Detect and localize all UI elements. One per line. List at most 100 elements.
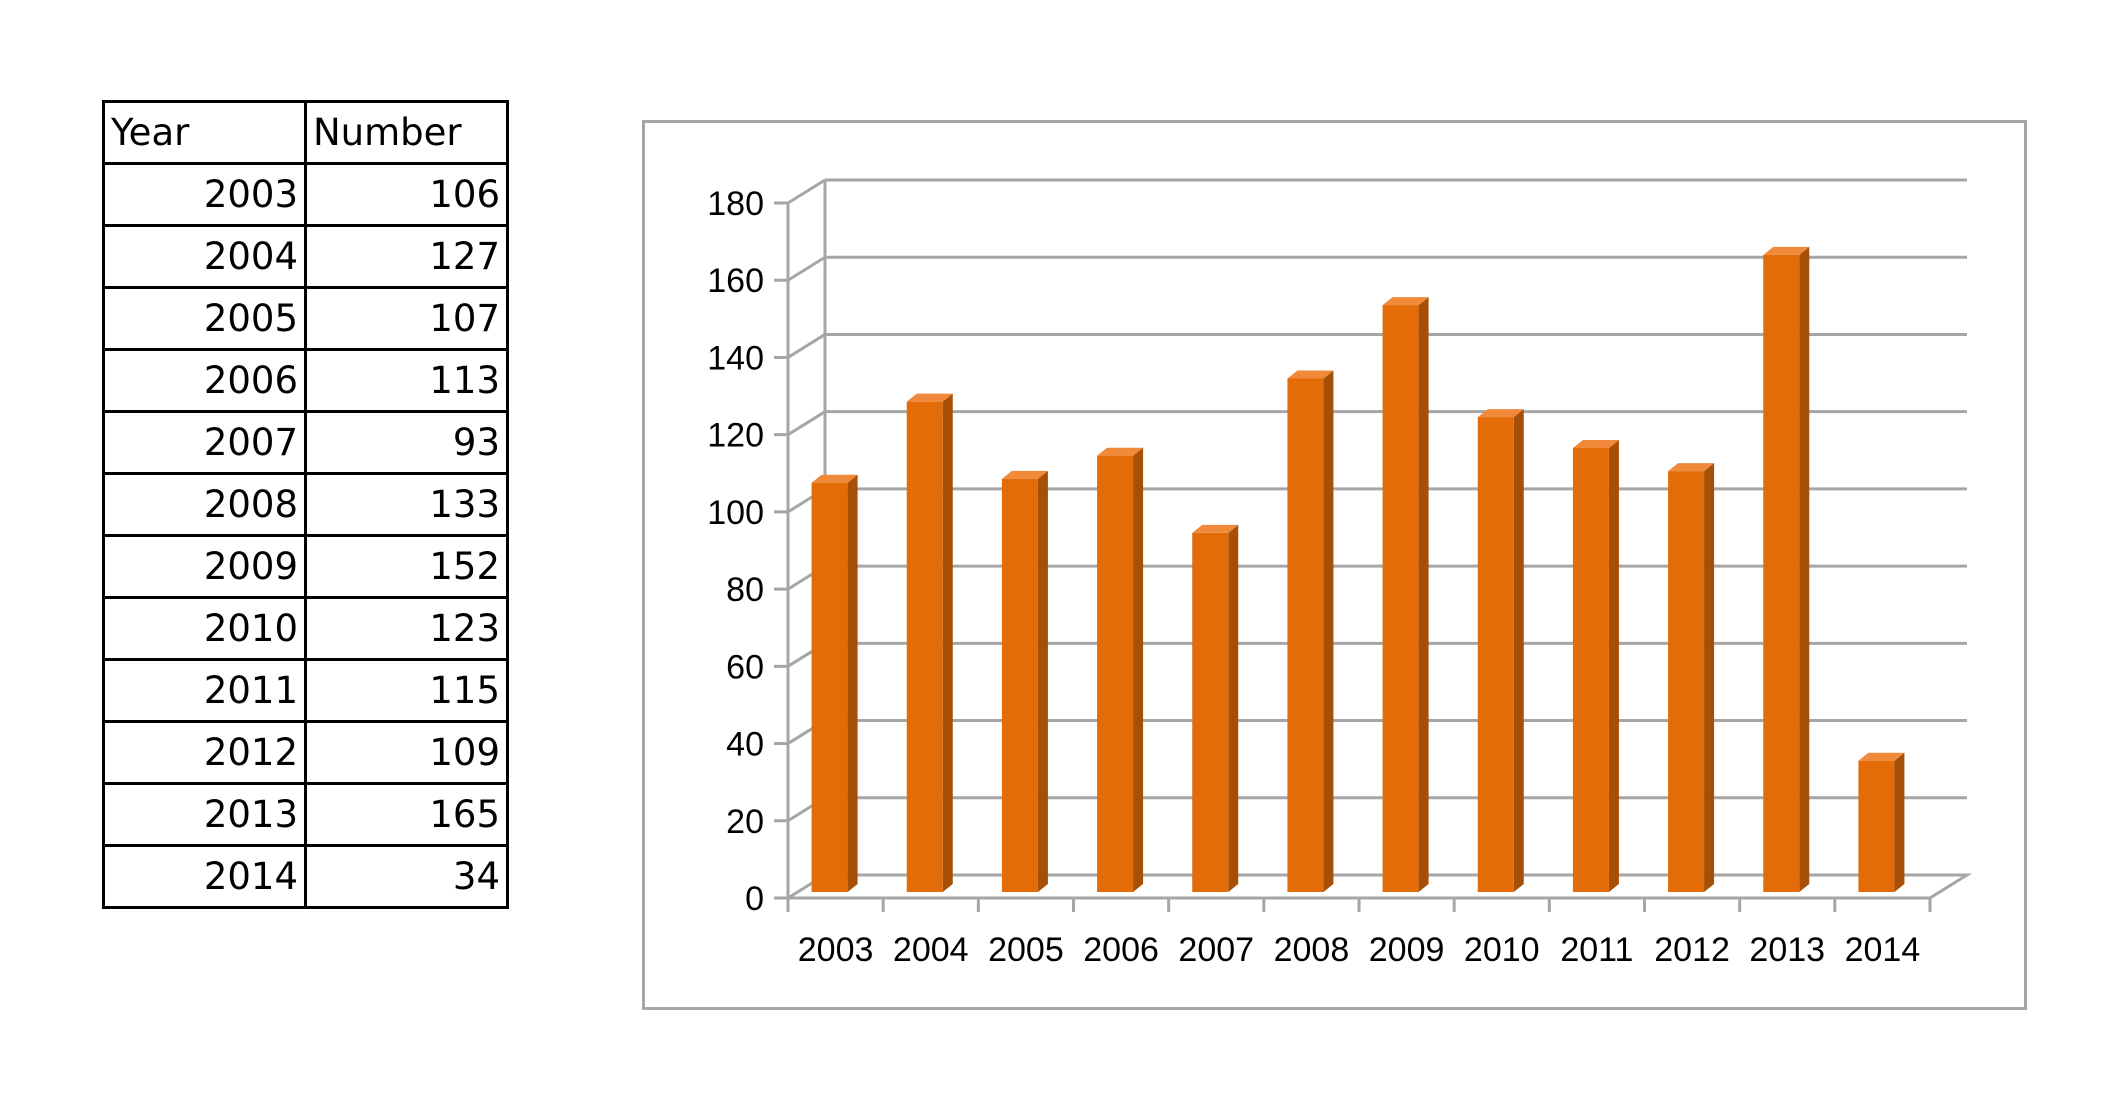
bar-side — [1418, 297, 1429, 893]
gridline-depth — [787, 333, 826, 359]
y-tick-label: 120 — [707, 417, 764, 455]
bar-chart: 0 20 40 60 80 100 120 140 160 180 2003 2004 2005 2006… — [707, 178, 1973, 969]
bar-top — [1097, 447, 1144, 456]
bar — [1858, 760, 1895, 892]
gridline-depth — [787, 178, 826, 205]
bar — [1477, 417, 1514, 892]
bar-top — [1382, 297, 1429, 306]
bar-side — [1037, 470, 1048, 892]
x-tick-label: 2006 — [1083, 931, 1159, 969]
cell-year: 2012 — [102, 720, 307, 785]
bar-top — [1572, 439, 1619, 448]
header-year: Year — [102, 100, 307, 165]
cell-year: 2009 — [102, 534, 307, 599]
bar-top — [811, 474, 858, 483]
bar-side — [1513, 409, 1524, 892]
gridline-depth — [787, 410, 826, 436]
cell-year: 2005 — [102, 286, 307, 351]
bar-side — [1799, 246, 1810, 893]
cell-number: 113 — [304, 348, 509, 413]
bar — [1572, 447, 1609, 892]
bar-top — [1192, 524, 1239, 533]
table-row: 2012 109 — [102, 720, 509, 785]
bar-side — [942, 393, 953, 892]
bar-top — [1858, 752, 1905, 761]
x-tick-label: 2014 — [1845, 931, 1921, 969]
cell-number: 115 — [304, 658, 509, 723]
gridline-depth — [787, 255, 826, 282]
bar-top — [1287, 370, 1334, 379]
bar — [906, 401, 943, 892]
table-row: 2007 93 — [102, 410, 509, 475]
table-body: 2003 106 2004 127 2005 107 2006 113 2007 93 2008 13… — [102, 162, 509, 909]
y-tick-label: 20 — [726, 803, 764, 841]
table-header-row: Year Number — [102, 100, 509, 165]
bar-side — [847, 474, 858, 892]
bar — [1097, 455, 1134, 892]
bar — [1287, 378, 1324, 892]
cell-year: 2004 — [102, 224, 307, 289]
cell-number: 107 — [304, 286, 509, 351]
bar — [811, 482, 848, 892]
table-row: 2003 106 — [102, 162, 509, 227]
bar-side — [1228, 524, 1239, 892]
table-row: 2013 165 — [102, 782, 509, 847]
x-tick-label: 2011 — [1560, 931, 1633, 969]
cell-year: 2006 — [102, 348, 307, 413]
bar-top — [1668, 463, 1715, 472]
table-row: 2009 152 — [102, 534, 509, 599]
x-tick-label: 2009 — [1369, 931, 1445, 969]
bar — [1192, 532, 1229, 892]
chart-frame: 0 20 40 60 80 100 120 140 160 180 2003 2004 2005 2006… — [642, 120, 2027, 1010]
bar — [1763, 254, 1800, 892]
bar-side — [1704, 463, 1715, 892]
bar-top — [1001, 470, 1048, 479]
cell-number: 106 — [304, 162, 509, 227]
y-tick-label: 60 — [726, 648, 764, 686]
cell-number: 93 — [304, 410, 509, 475]
bar-top — [906, 393, 953, 402]
cell-number: 133 — [304, 472, 509, 537]
bar-side — [1894, 752, 1905, 892]
cell-number: 165 — [304, 782, 509, 847]
table-row: 2005 107 — [102, 286, 509, 351]
y-tick-label: 80 — [726, 571, 764, 609]
y-tick-label: 180 — [707, 185, 764, 223]
bar-side — [1323, 370, 1334, 892]
cell-number: 109 — [304, 720, 509, 785]
cell-year: 2003 — [102, 162, 307, 227]
x-tick-label: 2004 — [893, 931, 969, 969]
header-number: Number — [304, 100, 509, 165]
table-row: 2014 34 — [102, 844, 509, 909]
bar-side — [1608, 439, 1619, 892]
table-row: 2004 127 — [102, 224, 509, 289]
bar-top — [1763, 246, 1810, 255]
cell-number: 127 — [304, 224, 509, 289]
cell-year: 2011 — [102, 658, 307, 723]
y-tick-label: 40 — [726, 726, 764, 764]
x-tick-label: 2003 — [798, 931, 874, 969]
x-tick-label: 2012 — [1654, 931, 1730, 969]
x-tick-label: 2010 — [1464, 931, 1540, 969]
x-tick-label: 2013 — [1749, 931, 1825, 969]
table-row: 2011 115 — [102, 658, 509, 723]
cell-number: 34 — [304, 844, 509, 909]
cell-year: 2013 — [102, 782, 307, 847]
cell-number: 123 — [304, 596, 509, 661]
data-table: Year Number 2003 106 2004 127 2005 107 2006 113… — [102, 100, 509, 909]
cell-number: 152 — [304, 534, 509, 599]
x-tick-label: 2008 — [1274, 931, 1350, 969]
table-row: 2010 123 — [102, 596, 509, 661]
bar — [1001, 478, 1038, 892]
x-tick-label: 2005 — [988, 931, 1064, 969]
cell-year: 2010 — [102, 596, 307, 661]
y-tick-label: 0 — [745, 880, 764, 918]
bar-top — [1477, 409, 1524, 418]
cell-year: 2008 — [102, 472, 307, 537]
bar — [1382, 305, 1419, 893]
y-tick-label: 100 — [707, 494, 764, 532]
x-tick-label: 2007 — [1178, 931, 1254, 969]
y-tick-label: 160 — [707, 262, 764, 300]
table-row: 2006 113 — [102, 348, 509, 413]
table-row: 2008 133 — [102, 472, 509, 537]
